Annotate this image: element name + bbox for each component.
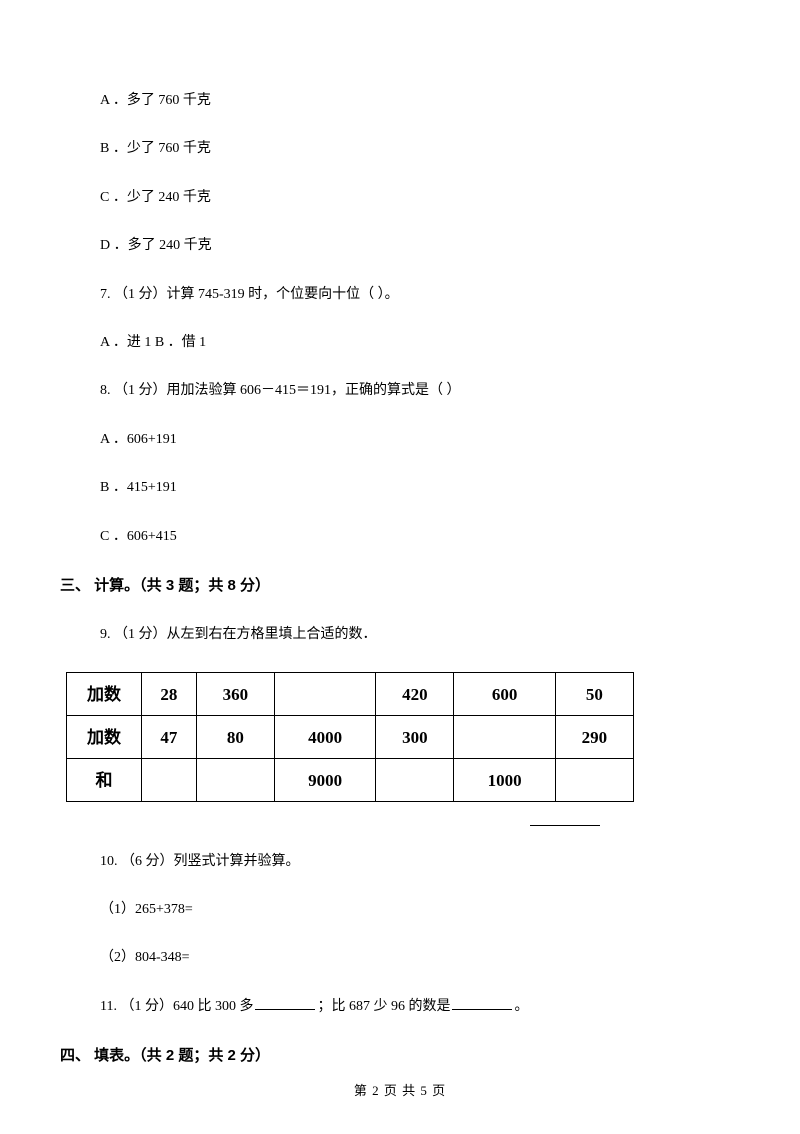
table-cell: 80	[196, 716, 274, 759]
table-cell	[142, 759, 197, 802]
table-row: 加数 28 360 420 600 50	[67, 673, 634, 716]
table-cell: 加数	[67, 716, 142, 759]
page-footer: 第 2 页 共 5 页	[0, 1081, 800, 1102]
table-cell	[274, 673, 375, 716]
table-cell: 1000	[454, 759, 555, 802]
table-cell: 50	[555, 673, 633, 716]
fill-blank[interactable]	[452, 999, 512, 1010]
q8-option-a: A ．606+191	[60, 429, 740, 451]
q10-sub1: （1）265+378=	[60, 899, 740, 921]
q11-stem: 11. （1 分）640 比 300 多 ；比 687 少 96 的数是 。	[60, 996, 740, 1018]
table-cell: 和	[67, 759, 142, 802]
q9-stem: 9. （1 分）从左到右在方格里填上合适的数．	[60, 624, 740, 646]
section-heading-3: 三、 计算。（共 3 题；共 8 分）	[60, 574, 740, 598]
q8-option-c: C ．606+415	[60, 526, 740, 548]
q10-sub2: （2）804-348=	[60, 947, 740, 969]
q8-option-b: B ．415+191	[60, 477, 740, 499]
table-row: 加数 47 80 4000 300 290	[67, 716, 634, 759]
q6-option-a: A ．多了 760 千克	[60, 90, 740, 112]
q11-text-end: 。	[514, 999, 528, 1014]
table-cell	[454, 716, 555, 759]
table-cell	[196, 759, 274, 802]
table-cell: 4000	[274, 716, 375, 759]
table-cell: 加数	[67, 673, 142, 716]
table-cell: 420	[376, 673, 454, 716]
table-row: 和 9000 1000	[67, 759, 634, 802]
q8-stem: 8. （1 分）用加法验算 606－415＝191，正确的算式是（ ）	[60, 380, 740, 402]
table-cell: 47	[142, 716, 197, 759]
table-cell: 9000	[274, 759, 375, 802]
table-cell: 28	[142, 673, 197, 716]
table-cell	[555, 759, 633, 802]
q6-option-c: C ．少了 240 千克	[60, 187, 740, 209]
table-cell	[376, 759, 454, 802]
q11-text-pre: 11. （1 分）640 比 300 多	[100, 999, 253, 1014]
fill-blank[interactable]	[255, 999, 315, 1010]
q9-table: 加数 28 360 420 600 50 加数 47 80 4000 300 2…	[66, 672, 634, 802]
table-cell: 360	[196, 673, 274, 716]
table-cell: 600	[454, 673, 555, 716]
q11-text-mid: ；比 687 少 96 的数是	[317, 999, 450, 1014]
q6-option-d: D ．多了 240 千克	[60, 235, 740, 257]
section-heading-4: 四、 填表。（共 2 题；共 2 分）	[60, 1044, 740, 1068]
q7-options: A ．进 1 B ．借 1	[60, 332, 740, 354]
underline-decor	[60, 810, 740, 832]
q7-stem: 7. （1 分）计算 745-319 时，个位要向十位（ ）。	[60, 284, 740, 306]
q6-option-b: B ．少了 760 千克	[60, 138, 740, 160]
table-cell: 300	[376, 716, 454, 759]
table-cell: 290	[555, 716, 633, 759]
q10-stem: 10. （6 分）列竖式计算并验算。	[60, 851, 740, 873]
